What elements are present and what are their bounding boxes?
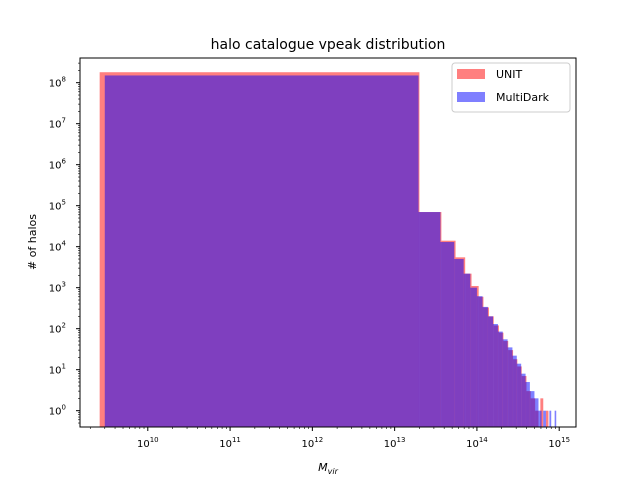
bar-multidark-13: [512, 355, 517, 427]
bar-multidark-7: [482, 306, 488, 427]
y-axis: 100 101 102 103 104 105 106 107 108: [49, 62, 80, 424]
plot-frame: [79, 57, 577, 428]
bar-multidark-15: [521, 373, 526, 427]
bar-multidark-18: [534, 398, 539, 427]
bar-multidark-21: [549, 410, 552, 427]
bar-multidark-10: [497, 331, 503, 427]
legend: UNIT MultiDark: [451, 62, 571, 113]
y-tick-label-8: 108: [49, 76, 66, 90]
x-tick-label-5: 1015: [548, 436, 570, 450]
y-tick-label-5: 105: [49, 199, 66, 213]
bar-unit-20: [545, 410, 549, 427]
x-axis-label-subscript: vir: [328, 467, 339, 476]
bar-multidark-2: [440, 242, 455, 427]
legend-label-unit: UNIT: [496, 68, 523, 81]
x-tick-label-2: 1012: [302, 436, 324, 450]
bar-multidark-6: [476, 296, 483, 427]
y-axis-label: # of halos: [26, 214, 39, 270]
bar-multidark-1: [418, 212, 441, 427]
y-tick-label-7: 107: [49, 117, 66, 131]
bar-multidark-0: [104, 75, 419, 428]
bar-multidark-11: [502, 339, 508, 427]
legend-label-multidark: MultiDark: [496, 91, 550, 104]
y-tick-label-0: 100: [49, 404, 66, 418]
bar-multidark-14: [516, 363, 522, 427]
bar-multidark-17: [529, 391, 535, 427]
bar-multidark-3: [454, 259, 464, 427]
x-axis: 1010 1011 1012 1013 1014 1015: [89, 427, 570, 450]
bar-multidark-5: [470, 287, 477, 427]
bar-multidark-16: [525, 382, 530, 427]
bars-group: [99, 72, 557, 428]
bar-multidark-22: [554, 410, 557, 427]
x-axis-label-main: M: [318, 461, 328, 474]
x-axis-label: Mvir: [318, 461, 338, 476]
x-tick-label-3: 1013: [384, 436, 406, 450]
y-tick-label-3: 103: [49, 281, 66, 295]
x-tick-label-1: 1011: [219, 436, 241, 450]
x-tick-label-4: 1014: [466, 436, 488, 450]
x-tick-label-0: 1010: [137, 436, 159, 450]
y-tick-label-2: 102: [49, 322, 66, 336]
legend-swatch-multidark: [457, 92, 485, 102]
bar-multidark-9: [493, 324, 498, 427]
bar-multidark-12: [507, 347, 513, 427]
bar-multidark-20: [543, 410, 546, 427]
chart-title: halo catalogue vpeak distribution: [211, 37, 446, 53]
y-tick-label-6: 106: [49, 158, 67, 172]
bar-multidark-19: [538, 410, 542, 427]
y-tick-label-1: 101: [49, 363, 66, 377]
bar-unit-19: [540, 398, 544, 427]
bar-multidark-4: [463, 273, 471, 427]
legend-swatch-unit: [457, 69, 485, 79]
y-tick-label-4: 104: [49, 240, 67, 254]
bar-multidark-8: [487, 316, 494, 427]
